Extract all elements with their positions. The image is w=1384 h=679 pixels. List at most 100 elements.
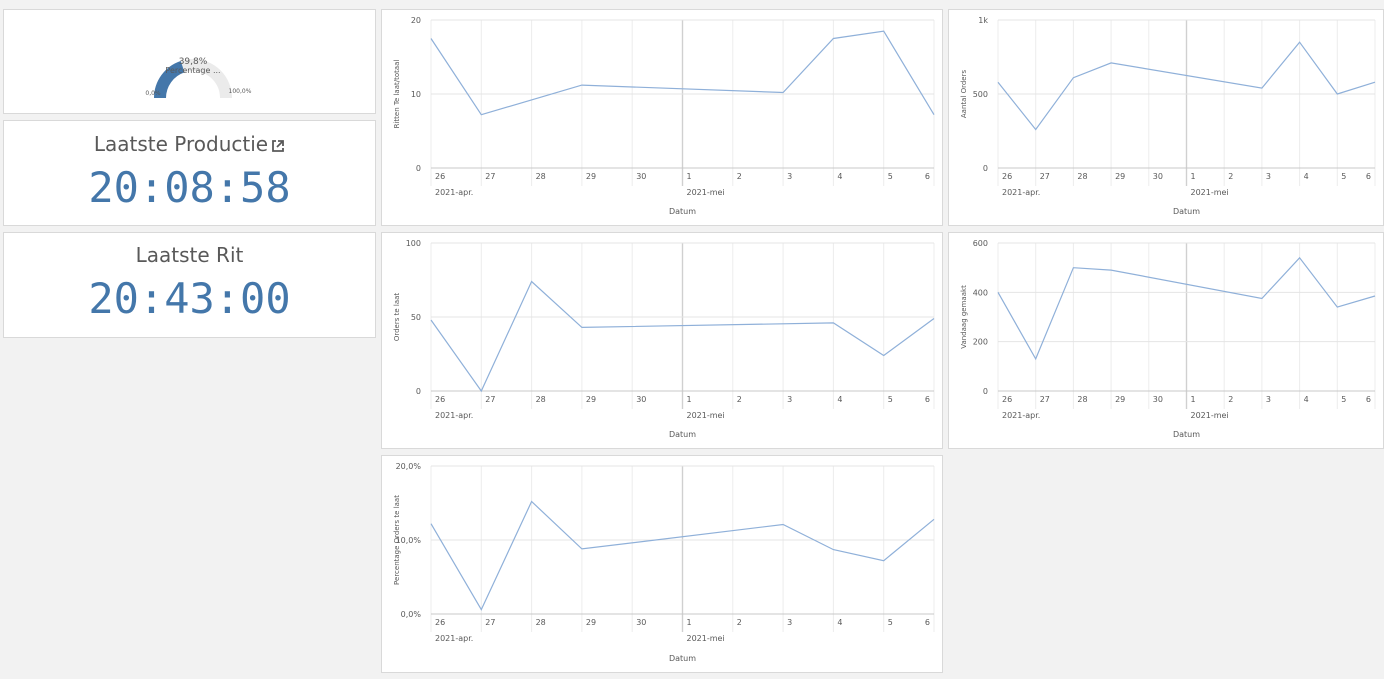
data-point	[1374, 295, 1376, 297]
y-axis-title: Vandaag gemaakt	[960, 285, 968, 349]
kpi-production-card[interactable]: Laatste Productie 20:08:58	[3, 120, 376, 226]
y-axis-title: Aantal Orders	[960, 70, 968, 119]
x-tick-label: 29	[1115, 395, 1125, 404]
data-point	[832, 322, 834, 324]
data-point	[1072, 77, 1074, 79]
data-point	[883, 30, 885, 32]
gauge-card[interactable]: 39,8% Percentage ... 0,0% 100,0%	[3, 9, 376, 114]
x-tick-label: 26	[1002, 395, 1012, 404]
chart-svg: 0 10 20 26 27 28 29 30 1 2 3 4 5 6 2021-apr. 2021-mei Da…	[393, 16, 935, 216]
data-point	[1110, 62, 1112, 64]
data-point	[430, 37, 432, 39]
data-point	[1110, 269, 1112, 271]
x-tick-label: 2	[737, 172, 742, 181]
chart-orders-te-laat[interactable]: 0 50 100 26 27 28 29 30 1 2 3 4 5 6 2021-apr. 2021-mei D…	[381, 232, 943, 449]
chart-ritten-te-laat[interactable]: 0 10 20 26 27 28 29 30 1 2 3 4 5 6 2021-apr. 2021-mei Da…	[381, 9, 943, 226]
y-tick-label: 1k	[978, 16, 988, 25]
x-tick-label: 3	[787, 395, 792, 404]
kpi-ride-card[interactable]: Laatste Rit 20:43:00	[3, 232, 376, 338]
x-tick-label: 6	[925, 395, 930, 404]
x-tick-label: 30	[636, 172, 646, 181]
external-link-icon[interactable]	[271, 139, 285, 153]
x-tick-label: 6	[925, 172, 930, 181]
data-point	[832, 548, 834, 550]
data-point	[581, 84, 583, 86]
x-tick-label: 30	[636, 395, 646, 404]
x-tick-label: 30	[1153, 395, 1163, 404]
x-tick-label: 3	[787, 172, 792, 181]
x-tick-label: 29	[1115, 172, 1125, 181]
y-axis-title: Orders te laat	[393, 293, 401, 342]
x-tick-label: 28	[1077, 172, 1087, 181]
x-tick-label: 2	[1228, 172, 1233, 181]
x-month-label: 2021-mei	[1191, 188, 1229, 197]
data-point	[530, 500, 532, 502]
x-tick-label: 26	[435, 618, 445, 627]
data-point	[997, 81, 999, 83]
x-tick-label: 5	[888, 395, 893, 404]
x-axis-title: Datum	[669, 654, 696, 663]
y-axis-title: Percentage Orders te laat	[393, 495, 401, 585]
chart-aantal-orders[interactable]: 0 500 1k 26 27 28 29 30 1 2 3 4 5 6 2021-apr. 2021-mei D…	[948, 9, 1384, 226]
x-tick-label: 6	[925, 618, 930, 627]
x-month-label: 2021-mei	[687, 188, 725, 197]
x-month-label: 2021-mei	[687, 411, 725, 420]
data-point	[581, 326, 583, 328]
data-point	[997, 291, 999, 293]
x-tick-label: 26	[435, 172, 445, 181]
chart-percentage-orders-te-laat[interactable]: 0,0% 10,0% 20,0% 26 27 28 29 30 1 2 3 4 5 6 2021-apr. 2…	[381, 455, 943, 673]
series-line	[997, 41, 1376, 131]
y-axis-title: Ritten Te laat/totaal	[393, 60, 401, 129]
x-tick-label: 3	[1266, 172, 1271, 181]
y-tick-label: 20	[411, 16, 421, 25]
data-point	[1261, 87, 1263, 89]
x-tick-label: 29	[586, 395, 596, 404]
x-tick-label: 6	[1366, 172, 1371, 181]
x-tick-label: 1	[1191, 172, 1196, 181]
data-point	[883, 560, 885, 562]
y-tick-label: 0	[983, 164, 988, 173]
x-axis-title: Datum	[1173, 430, 1200, 439]
x-tick-label: 5	[1341, 172, 1346, 181]
x-month-label: 2021-apr.	[1002, 188, 1040, 197]
x-tick-label: 4	[837, 172, 842, 181]
gauge-min-label: 0,0%	[145, 90, 161, 97]
data-point	[480, 114, 482, 116]
x-tick-label: 28	[536, 395, 546, 404]
y-tick-label: 20,0%	[396, 462, 422, 471]
data-point	[530, 280, 532, 282]
x-tick-label: 4	[837, 395, 842, 404]
y-tick-label: 0,0%	[401, 610, 422, 619]
data-point	[1035, 128, 1037, 130]
data-point	[782, 523, 784, 525]
x-axis-title: Datum	[1173, 207, 1200, 216]
series-line	[430, 500, 935, 611]
y-tick-label: 0	[416, 387, 421, 396]
x-tick-label: 27	[485, 618, 495, 627]
kpi-production-title: Laatste Productie	[93, 132, 269, 156]
x-axis-title: Datum	[669, 207, 696, 216]
x-tick-label: 3	[787, 618, 792, 627]
x-tick-label: 27	[1040, 395, 1050, 404]
x-tick-label: 4	[1304, 395, 1309, 404]
kpi-production-value: 20:08:58	[88, 163, 291, 212]
kpi-ride-title: Laatste Rit	[135, 243, 244, 267]
gauge-value: 39,8%	[179, 57, 208, 67]
x-tick-label: 26	[1002, 172, 1012, 181]
data-point	[581, 548, 583, 550]
series-line	[997, 256, 1376, 361]
chart-svg: 0,0% 10,0% 20,0% 26 27 28 29 30 1 2 3 4 5 6 2021-apr. 2…	[393, 462, 935, 663]
x-month-label: 2021-apr.	[1002, 411, 1040, 420]
x-tick-label: 5	[888, 172, 893, 181]
x-tick-label: 2	[737, 618, 742, 627]
data-point	[1261, 297, 1263, 299]
y-tick-label: 500	[973, 90, 988, 99]
x-tick-label: 5	[888, 618, 893, 627]
gauge-label: Percentage ...	[165, 66, 220, 75]
y-tick-label: 0	[983, 387, 988, 396]
chart-svg: 0 50 100 26 27 28 29 30 1 2 3 4 5 6 2021-apr. 2021-mei D…	[393, 239, 935, 439]
chart-vandaag-gemaakt[interactable]: 0 200 400 600 26 27 28 29 30 1 2 3 4 5 6 2021-apr. 2021-…	[948, 232, 1384, 449]
x-tick-label: 2	[1228, 395, 1233, 404]
data-point	[1336, 306, 1338, 308]
x-tick-label: 1	[1191, 395, 1196, 404]
